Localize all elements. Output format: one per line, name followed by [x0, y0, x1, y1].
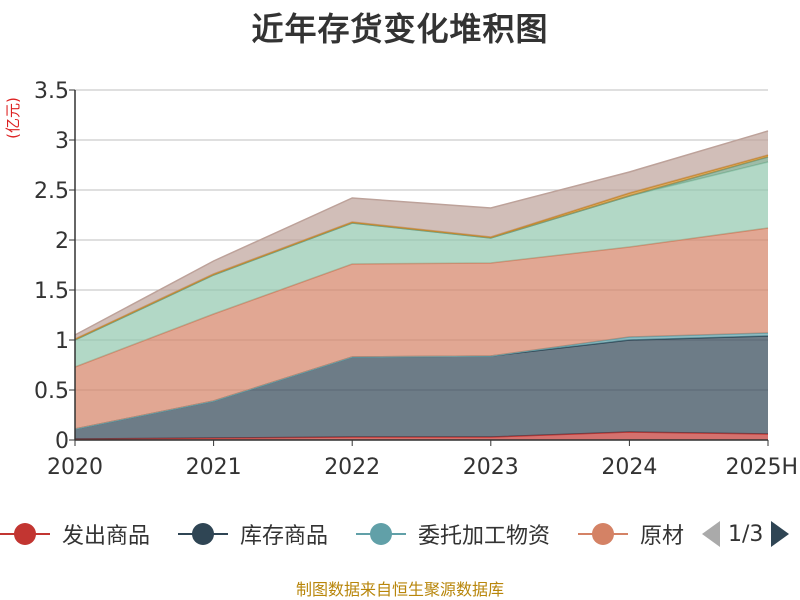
- legend-label: 委托加工物资: [418, 524, 551, 549]
- area-series-7: [75, 131, 768, 339]
- y-tick-label: 2.5: [34, 179, 69, 204]
- y-tick-label: 0.5: [34, 379, 69, 404]
- x-tick-label: 2022: [324, 455, 380, 480]
- legend-marker-icon: [578, 523, 628, 545]
- x-tick-label: 2021: [186, 455, 242, 480]
- legend-marker-icon: [356, 523, 406, 545]
- x-tick-label: 2023: [463, 455, 519, 480]
- y-unit-label: (亿元): [4, 97, 22, 139]
- y-tick-label: 1.5: [34, 279, 69, 304]
- y-tick-label: 3: [55, 129, 69, 154]
- area-series-1: [75, 336, 768, 439]
- y-tick-label: 3.5: [34, 79, 69, 104]
- legend-prev-icon[interactable]: [700, 519, 722, 549]
- source-note: 制图数据来自恒生聚源数据库: [295, 580, 504, 599]
- legend-item[interactable]: 原材: [578, 514, 684, 554]
- legend-marker-icon: [178, 523, 228, 545]
- legend-label: 发出商品: [62, 524, 151, 549]
- legend-pager: 1/3: [700, 514, 791, 554]
- axis-layer: 0 0.5 1 1.5 2 2.5 3 3.5 2020 2021 2022 2023 2024 2025…: [34, 79, 798, 480]
- legend-item[interactable]: 发出商品: [0, 514, 150, 554]
- x-tick-label: 2025H: [725, 455, 798, 480]
- legend-page-indicator: 1/3: [728, 521, 764, 547]
- y-tick-label: 2: [55, 229, 69, 254]
- legend: 发出商品 库存商品 委托加工物资 原材 1/3: [0, 514, 800, 554]
- y-tick-label: 0: [55, 429, 69, 454]
- legend-label: 库存商品: [240, 524, 329, 549]
- y-tick-label: 1: [55, 329, 69, 354]
- chart-title: 近年存货变化堆积图: [251, 10, 549, 48]
- area-series-3: [75, 228, 768, 429]
- area-series-line-7: [74, 130, 769, 336]
- legend-marker-icon: [0, 523, 50, 545]
- x-tick-label: 2024: [601, 455, 657, 480]
- legend-items: 发出商品 库存商品 委托加工物资 原材: [0, 514, 688, 554]
- legend-next-icon[interactable]: [769, 519, 791, 549]
- legend-item[interactable]: 委托加工物资: [356, 514, 550, 554]
- legend-item[interactable]: 库存商品: [178, 514, 328, 554]
- x-tick-label: 2020: [47, 455, 103, 480]
- area-series-4: [75, 162, 768, 367]
- legend-label: 原材: [640, 524, 685, 549]
- area-layer: [74, 130, 769, 440]
